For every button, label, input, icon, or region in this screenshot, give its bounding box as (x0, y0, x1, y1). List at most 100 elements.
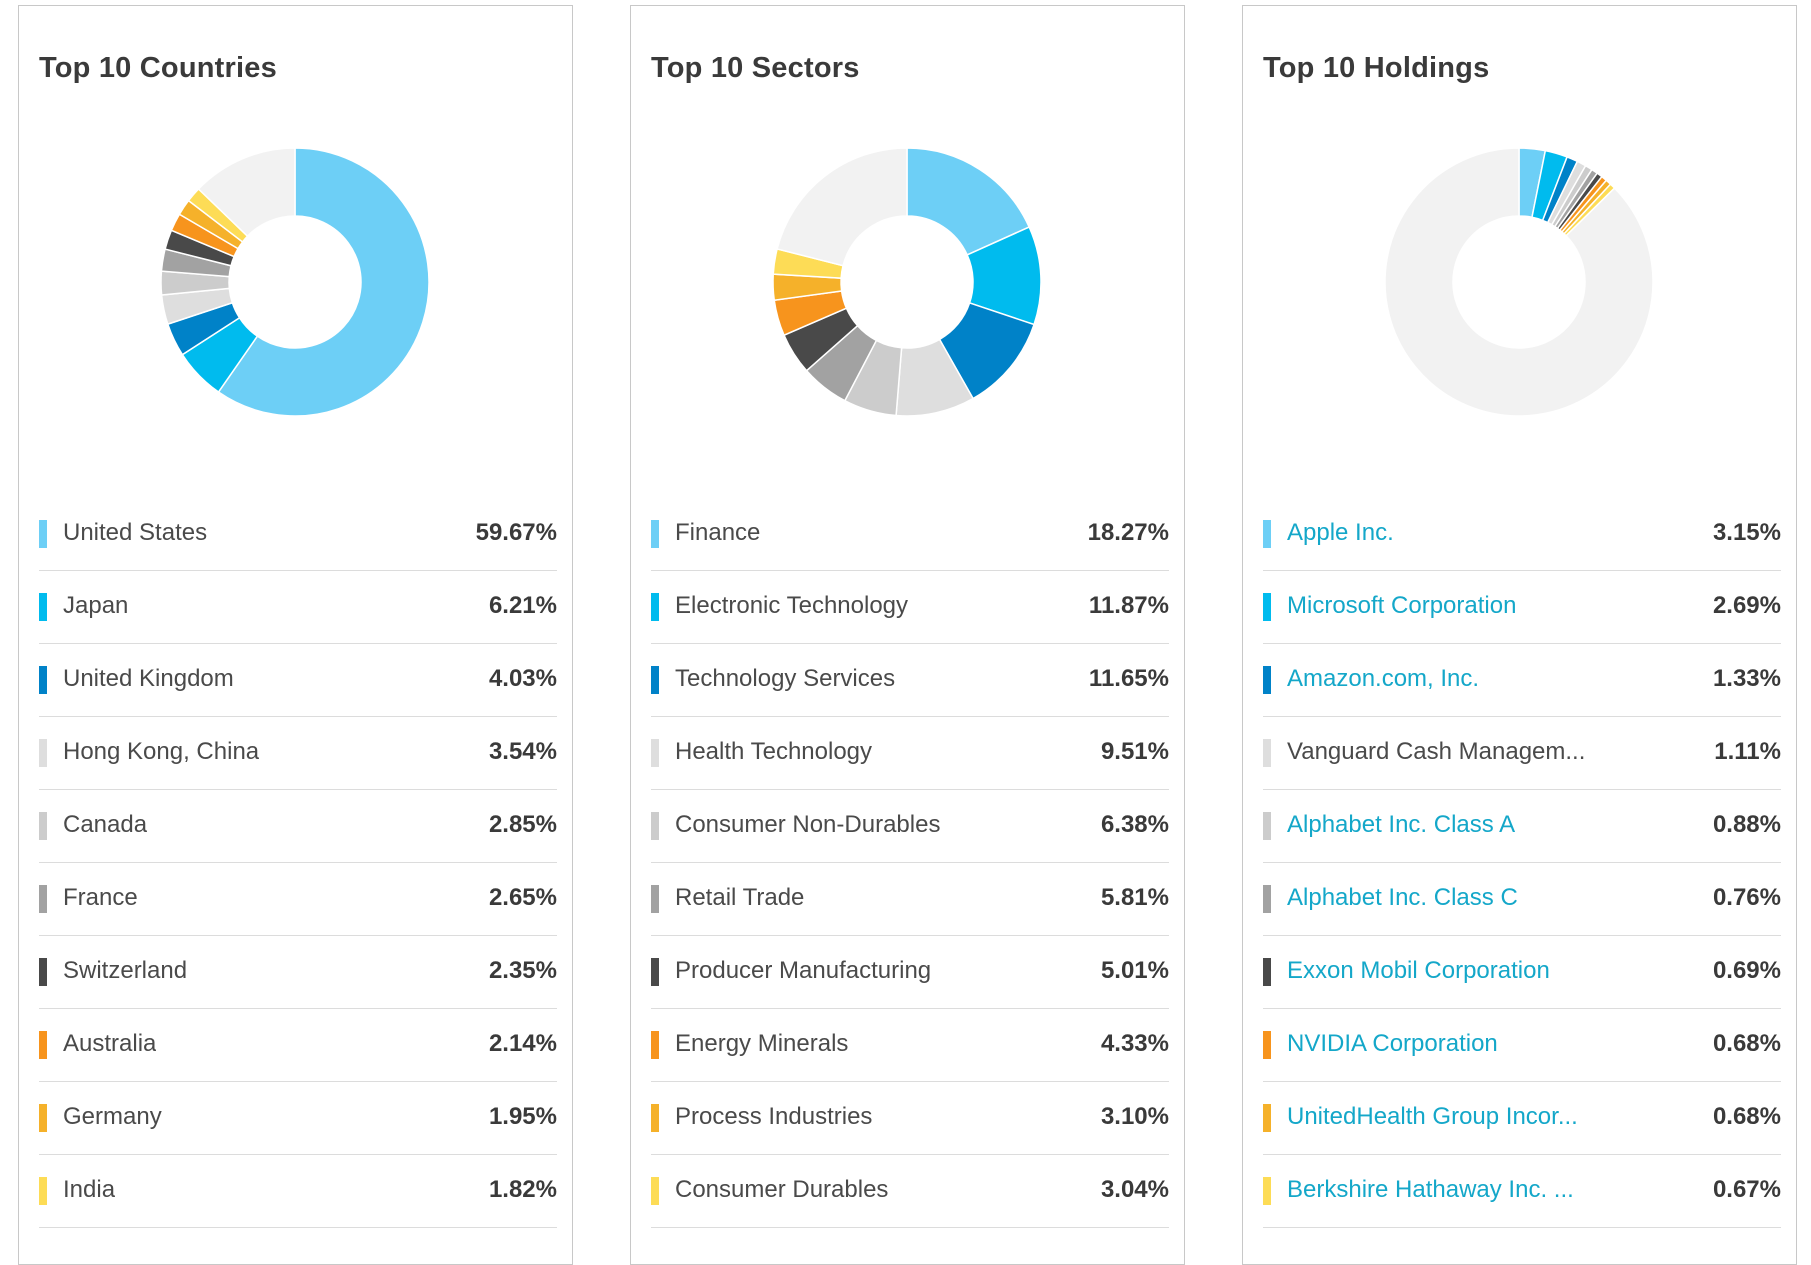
legend-row-united-states: United States 59.67% (39, 498, 557, 571)
slice-united-states (217, 147, 430, 417)
sectors-legend: Finance 18.27% Electronic Technology 11.87%… (651, 498, 1169, 1228)
legend-swatch (39, 666, 47, 694)
legend-swatch (651, 1177, 659, 1205)
countries-panel: Top 10 Countries United States 59.67% Japa… (18, 5, 573, 1265)
sectors-panel: Top 10 Sectors Finance 18.27% Electronic T… (630, 5, 1185, 1265)
legend-swatch (1263, 1177, 1271, 1205)
legend-label: Health Technology (675, 738, 873, 765)
legend-label: Retail Trade (675, 884, 805, 911)
legend-row-finance: Finance 18.27% (651, 498, 1169, 571)
legend-row-berkshire-hathaway-inc: Berkshire Hathaway Inc. ... 0.67% (1263, 1155, 1781, 1228)
holdings-panel: Top 10 Holdings Apple Inc. 3.15% Microsoft… (1242, 5, 1797, 1265)
legend-swatch (1263, 739, 1271, 767)
legend-row-exxon-mobil-corporation: Exxon Mobil Corporation 0.69% (1263, 936, 1781, 1009)
legend-swatch (39, 885, 47, 913)
countries-donut-chart (160, 147, 430, 417)
legend-swatch (1263, 1031, 1271, 1059)
legend-label: Japan (63, 592, 129, 619)
holding-link[interactable]: Microsoft Corporation (1287, 592, 1517, 619)
legend-value: 4.33% (1100, 1030, 1169, 1057)
legend-row-electronic-technology: Electronic Technology 11.87% (651, 571, 1169, 644)
legend-label: Process Industries (675, 1103, 873, 1130)
legend-label: Switzerland (63, 957, 188, 984)
legend-row-consumer-non-durables: Consumer Non-Durables 6.38% (651, 790, 1169, 863)
legend-value: 3.04% (1100, 1176, 1169, 1203)
legend-label: Finance (675, 519, 761, 546)
legend-swatch (39, 1177, 47, 1205)
legend-value: 11.65% (1088, 665, 1169, 692)
legend-label: Technology Services (675, 665, 896, 692)
legend-swatch (1263, 666, 1271, 694)
legend-label: United States (63, 519, 208, 546)
legend-value: 9.51% (1100, 738, 1169, 765)
legend-value: 3.54% (488, 738, 557, 765)
legend-value: 0.76% (1712, 884, 1781, 911)
slice-remainder (776, 147, 908, 267)
legend-row-hong-kong-china: Hong Kong, China 3.54% (39, 717, 557, 790)
legend-label: United Kingdom (63, 665, 234, 692)
legend-swatch (1263, 958, 1271, 986)
legend-row-retail-trade: Retail Trade 5.81% (651, 863, 1169, 936)
legend-value: 3.15% (1712, 519, 1781, 546)
legend-value: 2.69% (1712, 592, 1781, 619)
legend-label: Hong Kong, China (63, 738, 260, 765)
legend-value: 0.69% (1712, 957, 1781, 984)
legend-row-alphabet-inc-class-a: Alphabet Inc. Class A 0.88% (1263, 790, 1781, 863)
holding-link[interactable]: Apple Inc. (1287, 519, 1394, 546)
legend-label: Vanguard Cash Managem... (1287, 738, 1586, 765)
legend-row-consumer-durables: Consumer Durables 3.04% (651, 1155, 1169, 1228)
legend-swatch (651, 520, 659, 548)
legend-swatch (39, 958, 47, 986)
legend-row-india: India 1.82% (39, 1155, 557, 1228)
legend-value: 1.82% (488, 1176, 557, 1203)
legend-row-switzerland: Switzerland 2.35% (39, 936, 557, 1009)
legend-row-amazon-com-inc: Amazon.com, Inc. 1.33% (1263, 644, 1781, 717)
legend-value: 11.87% (1088, 592, 1169, 619)
holding-link[interactable]: NVIDIA Corporation (1287, 1030, 1498, 1057)
legend-value: 0.67% (1712, 1176, 1781, 1203)
legend-value: 2.85% (488, 811, 557, 838)
legend-value: 18.27% (1087, 519, 1169, 546)
legend-swatch (39, 1031, 47, 1059)
legend-value: 0.88% (1712, 811, 1781, 838)
countries-title: Top 10 Countries (39, 52, 277, 84)
legend-swatch (651, 739, 659, 767)
countries-legend: United States 59.67% Japan 6.21% United King… (39, 498, 557, 1228)
legend-row-energy-minerals: Energy Minerals 4.33% (651, 1009, 1169, 1082)
legend-label: Germany (63, 1103, 162, 1130)
holding-link[interactable]: UnitedHealth Group Incor... (1287, 1103, 1578, 1130)
sectors-title: Top 10 Sectors (651, 52, 860, 84)
legend-row-vanguard-cash-managem: Vanguard Cash Managem... 1.11% (1263, 717, 1781, 790)
legend-swatch (39, 520, 47, 548)
slice-remainder (197, 147, 296, 238)
legend-swatch (651, 666, 659, 694)
legend-value: 1.95% (488, 1103, 557, 1130)
legend-swatch (1263, 885, 1271, 913)
legend-value: 0.68% (1712, 1030, 1781, 1057)
legend-swatch (651, 958, 659, 986)
holdings-legend: Apple Inc. 3.15% Microsoft Corporation 2.69… (1263, 498, 1781, 1228)
holding-link[interactable]: Alphabet Inc. Class C (1287, 884, 1518, 911)
legend-row-apple-inc: Apple Inc. 3.15% (1263, 498, 1781, 571)
legend-row-japan: Japan 6.21% (39, 571, 557, 644)
legend-row-producer-manufacturing: Producer Manufacturing 5.01% (651, 936, 1169, 1009)
legend-label: Consumer Non-Durables (675, 811, 941, 838)
legend-label: Consumer Durables (675, 1176, 889, 1203)
legend-value: 2.14% (488, 1030, 557, 1057)
legend-row-nvidia-corporation: NVIDIA Corporation 0.68% (1263, 1009, 1781, 1082)
legend-swatch (651, 1104, 659, 1132)
legend-label: Canada (63, 811, 148, 838)
legend-row-health-technology: Health Technology 9.51% (651, 717, 1169, 790)
holding-link[interactable]: Berkshire Hathaway Inc. ... (1287, 1176, 1574, 1203)
holding-link[interactable]: Exxon Mobil Corporation (1287, 957, 1550, 984)
legend-value: 1.33% (1712, 665, 1781, 692)
holding-link[interactable]: Amazon.com, Inc. (1287, 665, 1480, 692)
legend-swatch (39, 1104, 47, 1132)
holding-link[interactable]: Alphabet Inc. Class A (1287, 811, 1516, 838)
legend-swatch (651, 812, 659, 840)
legend-swatch (1263, 812, 1271, 840)
legend-row-technology-services: Technology Services 11.65% (651, 644, 1169, 717)
legend-swatch (651, 593, 659, 621)
legend-row-unitedhealth-group-incor: UnitedHealth Group Incor... 0.68% (1263, 1082, 1781, 1155)
legend-value: 4.03% (488, 665, 557, 692)
